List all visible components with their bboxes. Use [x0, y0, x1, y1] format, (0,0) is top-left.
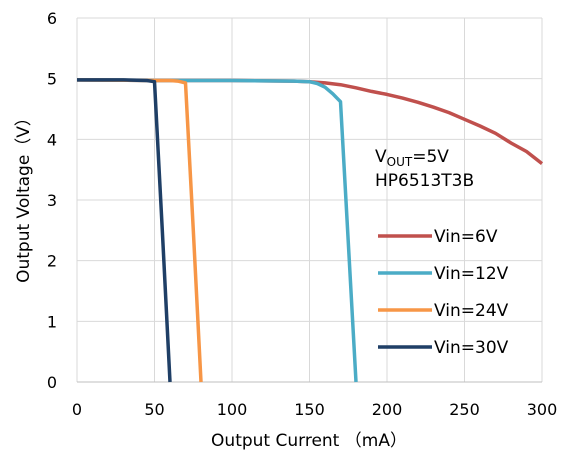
y-tick-label: 4 — [47, 130, 57, 149]
y-tick-label: 0 — [47, 373, 57, 392]
y-tick-label: 3 — [47, 191, 57, 210]
annotation: VOUT=5V HP6513T3B — [375, 147, 474, 191]
x-tick-label: 50 — [144, 400, 164, 419]
y-tick-label: 6 — [47, 9, 57, 28]
annotation-vout: VOUT=5V — [375, 147, 449, 169]
x-tick-label: 150 — [294, 400, 325, 419]
series-line-vin-24v — [76, 78, 203, 383]
x-tick-label: 300 — [527, 400, 558, 419]
x-tick-labels: 0 50 100 150 200 250 300 — [72, 400, 557, 419]
legend-label: Vin=30V — [434, 338, 509, 358]
y-tick-label: 2 — [47, 252, 57, 271]
y-axis-title: Output Voltage（V） — [14, 109, 34, 283]
y-tick-label: 1 — [47, 312, 57, 331]
grid-lines — [76, 17, 543, 383]
y-tick-label: 5 — [47, 70, 57, 89]
series-lines — [76, 78, 544, 383]
legend: Vin=6V Vin=12V Vin=24V Vin=30V — [378, 227, 509, 358]
x-tick-label: 0 — [72, 400, 82, 419]
series-line-vin-30v — [77, 78, 172, 383]
annotation-part-number: HP6513T3B — [375, 171, 474, 191]
series-line-vin-12v — [76, 78, 358, 383]
legend-label: Vin=6V — [434, 227, 498, 247]
y-tick-labels: 0 1 2 3 4 5 6 — [47, 9, 57, 392]
x-tick-label: 250 — [449, 400, 480, 419]
x-tick-label: 200 — [372, 400, 403, 419]
x-axis-title: Output Current （mA） — [211, 431, 407, 451]
x-tick-label: 100 — [217, 400, 248, 419]
legend-label: Vin=12V — [434, 264, 509, 284]
legend-label: Vin=24V — [434, 301, 509, 321]
